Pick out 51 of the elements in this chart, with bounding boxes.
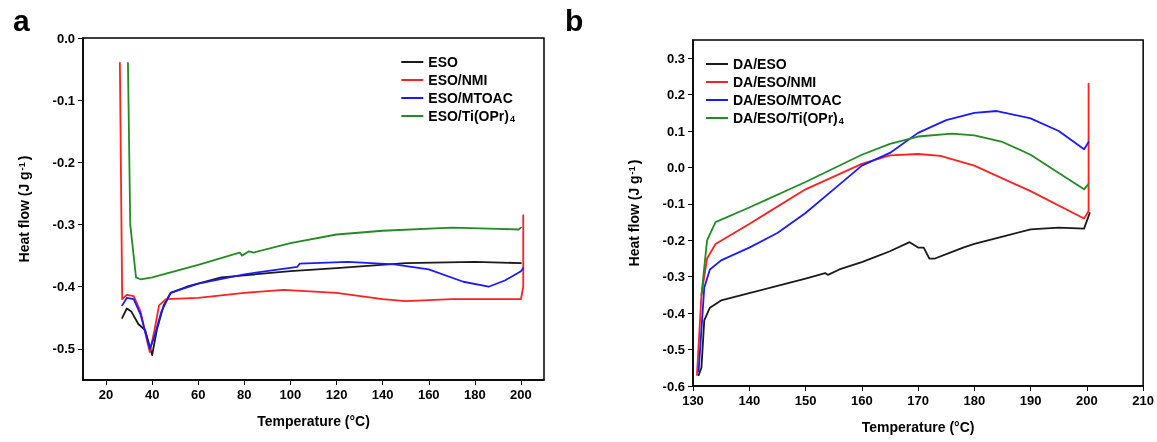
y-tick-label: 0.3 [666,50,685,66]
y-tick-label: -0.1 [662,196,685,212]
x-axis-title: Temperature (°C) [257,413,370,429]
x-tick-label: 120 [325,387,348,402]
x-tick-label: 180 [464,387,486,402]
y-tick-label: -0.1 [52,92,75,108]
y-tick-label: -0.2 [52,154,75,170]
x-tick-label: 20 [98,387,114,402]
x-tick-label: 190 [1019,393,1042,408]
legend-label: ESO [428,54,458,70]
y-axis-title: Heat flow (J g-1) [626,159,642,267]
y-tick-label: -0.5 [52,341,75,357]
y-tick-label: -0.6 [662,378,685,394]
y-axis-title: Heat flow (J g-1) [16,155,32,263]
y-tick-label: 0.2 [666,87,685,103]
legend-label: ESO/Ti(OPr)4 [428,108,516,124]
x-tick-label: 210 [1132,393,1155,408]
y-tick-label: -0.3 [662,269,685,285]
line-series [700,132,1090,296]
x-tick-label: 140 [738,393,761,408]
x-tick-label: 200 [510,387,532,402]
legend-label: DA/ESO [733,56,787,72]
x-tick-label: 80 [237,387,252,402]
x-tick-label: 160 [417,387,440,402]
x-tick-label: 180 [963,393,986,408]
legend-label: DA/ESO/NMI [733,74,817,90]
x-axis-title: Temperature (°C) [861,419,975,435]
legend-label: DA/ESO/MTOAC [733,92,842,108]
x-tick-label: 140 [371,387,394,402]
y-tick-label: 0.0 [666,159,685,175]
y-tick-label: -0.3 [52,217,75,233]
y-tick-label: -0.2 [662,232,685,248]
x-tick-label: 150 [794,393,817,408]
y-tick-label: -0.4 [662,305,686,321]
legend-label: ESO/NMI [428,72,488,88]
legend-label: DA/ESO/Ti(OPr)4 [733,110,845,126]
x-tick-label: 200 [1076,393,1098,408]
x-tick-label: 130 [682,393,704,408]
chart-title: a [13,3,30,37]
x-tick-label: 170 [907,393,929,408]
y-tick-label: 0.0 [56,30,75,46]
line-series [697,212,1091,376]
x-tick-label: 160 [850,393,873,408]
y-tick-label: -0.4 [52,279,76,295]
y-tick-label: 0.1 [666,123,685,139]
y-tick-label: -0.5 [662,342,685,358]
legend-label: ESO/MTOAC [428,90,513,106]
chart-title: b [565,3,584,37]
x-tick-label: 100 [279,387,302,402]
x-tick-label: 40 [144,387,160,402]
x-tick-label: 60 [191,387,206,402]
